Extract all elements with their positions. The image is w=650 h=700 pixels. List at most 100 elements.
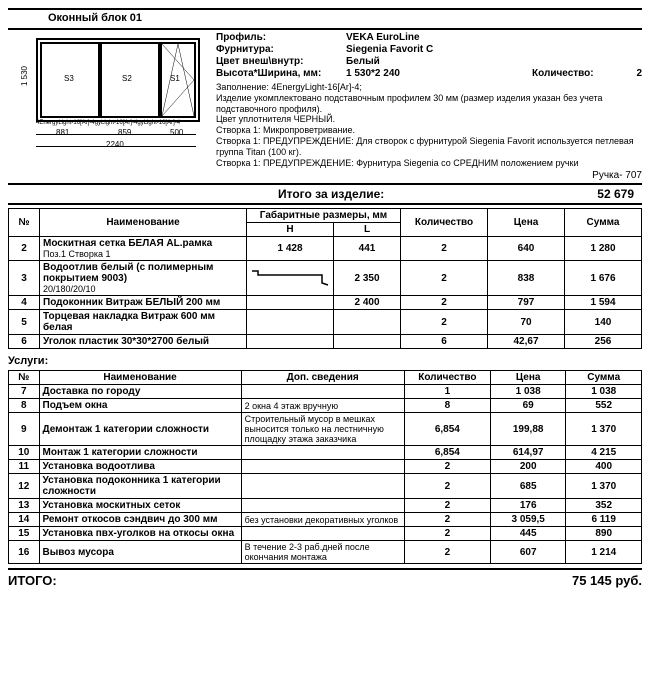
cell-sum: 352: [566, 499, 642, 513]
cell-name: Торцевая накладка Витраж 600 мм белая: [40, 310, 247, 335]
table-row: 4Подоконник Витраж БЕЛЫЙ 200 мм2 4002797…: [9, 296, 642, 310]
table-row: 14Ремонт откосов сэндвич до 300 ммбез ус…: [9, 513, 642, 527]
th2-num: №: [9, 371, 40, 385]
cell-sum: 4 215: [566, 446, 642, 460]
cell-qty: 2: [401, 261, 488, 296]
cell-name: Вывоз мусора: [39, 541, 241, 564]
cell-qty: 2: [404, 513, 490, 527]
cell-name: Уголок пластик 30*30*2700 белый: [40, 335, 247, 349]
table-row: 16Вывоз мусораВ течение 2-3 раб.дней пос…: [9, 541, 642, 564]
spec-column: Профиль: VEKA EuroLine Фурнитура: Siegen…: [216, 32, 642, 181]
spec-color-value: Белый: [346, 56, 642, 67]
cell-qty: 6,854: [404, 446, 490, 460]
measure-w2: 859: [118, 128, 131, 137]
cell-num: 16: [9, 541, 40, 564]
cell-qty: 6: [401, 335, 488, 349]
cell-sum: 552: [566, 399, 642, 413]
cell-price: 445: [490, 527, 565, 541]
measure-height: 1 530: [20, 66, 29, 86]
top-rule: [8, 8, 642, 10]
cell-sum: 400: [566, 460, 642, 474]
cell-l: [334, 335, 401, 349]
cell-dop: [241, 527, 404, 541]
table-row: 2Москитная сетка БЕЛАЯ AL.рамкаПоз.1 Ств…: [9, 237, 642, 261]
cell-price: 640: [488, 237, 565, 261]
cell-num: 15: [9, 527, 40, 541]
cell-price: 1 038: [490, 385, 565, 399]
description-block: Заполнение: 4EnergyLight-16[Ar]-4;Издели…: [216, 82, 642, 168]
grand-total: ИТОГО: 75 145 руб.: [8, 568, 642, 588]
cell-price: 685: [490, 474, 565, 499]
block-title: Оконный блок 01: [48, 12, 642, 24]
table-row: 12Установка подоконника 1 категории слож…: [9, 474, 642, 499]
grand-total-label: ИТОГО:: [8, 573, 57, 588]
sash-label-s3: S3: [64, 74, 74, 83]
cell-num: 2: [9, 237, 40, 261]
th-price: Цена: [488, 209, 565, 237]
cell-dop: В течение 2-3 раб.дней после окончания м…: [241, 541, 404, 564]
cell-num: 10: [9, 446, 40, 460]
cell-num: 3: [9, 261, 40, 296]
spec-dim-label: Высота*Ширина, мм:: [216, 68, 346, 79]
cell-sum: 1 038: [566, 385, 642, 399]
th-h: H: [247, 223, 334, 237]
cell-price: 42,67: [488, 335, 565, 349]
cell-l: 2 400: [334, 296, 401, 310]
cell-name: Подъем окна: [39, 399, 241, 413]
item-total-value: 52 679: [597, 187, 634, 201]
cell-dop: 2 окна 4 этаж вручную: [241, 399, 404, 413]
cell-dop: [241, 385, 404, 399]
cell-dop: [241, 446, 404, 460]
cell-name: Подоконник Витраж БЕЛЫЙ 200 мм: [40, 296, 247, 310]
description-line: Створка 1: Микропроветривание.: [216, 125, 642, 136]
cell-l: [334, 310, 401, 335]
cell-num: 6: [9, 335, 40, 349]
cell-qty: 2: [404, 541, 490, 564]
th-name: Наименование: [40, 209, 247, 237]
cell-name: Демонтаж 1 категории сложности: [39, 413, 241, 446]
cell-num: 9: [9, 413, 40, 446]
sash-label-s1: S1: [170, 74, 180, 83]
cell-l: 2 350: [334, 261, 401, 296]
fill-spec-text: 4EnergyLight-16[Ar]-4gyLight-16[Ar]-4gyL…: [36, 120, 180, 126]
th2-name: Наименование: [39, 371, 241, 385]
cell-sum: 6 119: [566, 513, 642, 527]
cell-qty: 2: [404, 474, 490, 499]
cell-qty: 2: [401, 296, 488, 310]
cell-qty: 1: [404, 385, 490, 399]
cell-h: [247, 296, 334, 310]
cell-name: Установка водоотлива: [39, 460, 241, 474]
cell-name: Монтаж 1 категории сложности: [39, 446, 241, 460]
cell-num: 12: [9, 474, 40, 499]
cell-sum: 1 676: [565, 261, 642, 296]
cell-num: 13: [9, 499, 40, 513]
th2-sum: Сумма: [566, 371, 642, 385]
table-row: 6Уголок пластик 30*30*2700 белый642,6725…: [9, 335, 642, 349]
cell-h: [247, 335, 334, 349]
table-row: 15Установка пвх-уголков на откосы окна24…: [9, 527, 642, 541]
cell-sum: 1 370: [566, 413, 642, 446]
cell-price: 3 059,5: [490, 513, 565, 527]
cell-dop: без установки декоративных уголков: [241, 513, 404, 527]
handle-text: Ручка- 707: [216, 170, 642, 181]
cell-dop: [241, 460, 404, 474]
cell-qty: 8: [404, 399, 490, 413]
cell-price: 607: [490, 541, 565, 564]
spec-profile-label: Профиль:: [216, 32, 346, 43]
cell-price: 199,88: [490, 413, 565, 446]
cell-qty: 2: [404, 527, 490, 541]
cell-qty: 6,854: [404, 413, 490, 446]
th2-price: Цена: [490, 371, 565, 385]
cell-price: 797: [488, 296, 565, 310]
cell-sum: 256: [565, 335, 642, 349]
th-num: №: [9, 209, 40, 237]
item-total-label: Итого за изделие:: [278, 187, 384, 201]
window-diagram: S3 S2 S1 1 530 4EnergyLight-16[Ar]-4gyLi…: [26, 38, 206, 138]
table-row: 3Водоотлив белый (с полимерным покрытием…: [9, 261, 642, 296]
spec-qty-value: 2: [622, 68, 642, 79]
table-row: 9Демонтаж 1 категории сложностиСтроитель…: [9, 413, 642, 446]
cell-l: 441: [334, 237, 401, 261]
diagram-column: 1 S3 S2 S1 1 530 4EnergyLight-16[Ar]-4gy: [8, 32, 208, 181]
cell-name: Доставка по городу: [39, 385, 241, 399]
measure-w3: 500: [170, 128, 183, 137]
